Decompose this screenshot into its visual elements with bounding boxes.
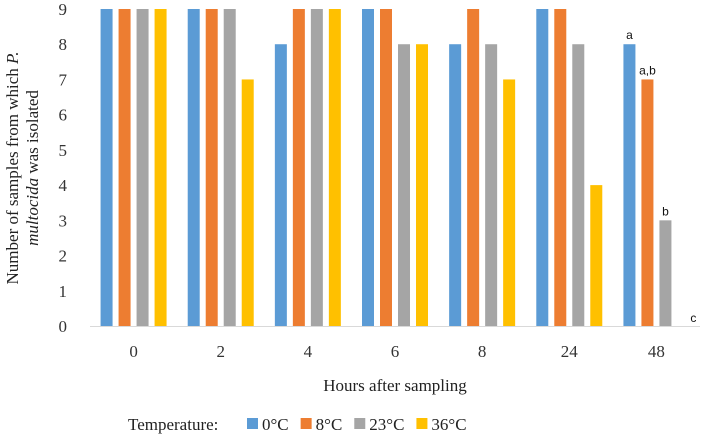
- legend-entry: 36°C: [431, 415, 466, 434]
- y-tick-label: 3: [59, 211, 68, 230]
- bar-8Cc-hour-0: [118, 9, 131, 326]
- bar-0Cc-hour-0: [100, 9, 113, 326]
- y-tick-label: 5: [59, 141, 68, 160]
- x-tick-label: 24: [561, 342, 579, 361]
- bar-23Cc-hour-48: [659, 220, 672, 326]
- y-tick-label: 7: [59, 70, 68, 89]
- x-tick-label: 4: [304, 342, 313, 361]
- bar-0Cc-hour-6: [362, 9, 374, 326]
- annotation-label: b: [662, 204, 669, 218]
- y-tick-label: 9: [59, 0, 68, 19]
- bars-layer: [100, 9, 672, 326]
- bar-36Cc-hour-4: [328, 9, 341, 326]
- y-axis-title-line: multocida was isolated: [23, 90, 42, 246]
- y-tick-label: 1: [59, 282, 68, 301]
- bar-36Cc-hour-8: [503, 79, 516, 326]
- x-tick-label: 8: [478, 342, 487, 361]
- bar-36Cc-hour-6: [416, 44, 428, 326]
- bar-23Cc-hour-4: [310, 9, 323, 326]
- annotation-label: a,b: [639, 63, 656, 77]
- legend-swatch: [247, 418, 258, 429]
- annotation-label: a: [626, 28, 633, 42]
- y-axis-title-part: multocida: [23, 178, 42, 246]
- bar-0Cc-hour-4: [274, 44, 287, 326]
- legend-entry: 0°C: [262, 415, 289, 434]
- bar-8Cc-hour-24: [554, 9, 567, 326]
- bar-36Cc-hour-0: [154, 9, 167, 326]
- annotations-layer: a a,b b c: [626, 28, 696, 325]
- legend-swatch: [354, 418, 366, 429]
- y-tick-label: 4: [59, 176, 68, 195]
- bar-8Cc-hour-8: [467, 9, 480, 326]
- bar-23Cc-hour-2: [223, 9, 236, 326]
- legend-entry: 23°C: [369, 415, 404, 434]
- legend-swatch: [300, 418, 312, 429]
- y-axis-title: Number of samples from which P.multocida…: [3, 52, 42, 285]
- legend: Temperature: 0°C 8°C 23°C 36°C: [128, 415, 467, 434]
- bar-36Cc-hour-24: [590, 185, 603, 326]
- bar-8Cc-hour-2: [205, 9, 218, 326]
- bar-8Cc-hour-4: [292, 9, 305, 326]
- bar-23Cc-hour-0: [136, 9, 149, 326]
- annotation-label: c: [690, 311, 696, 325]
- bar-8Cc-hour-6: [380, 9, 392, 326]
- bar-0Cc-hour-2: [187, 9, 200, 326]
- y-axis-title-part: was isolated: [23, 90, 42, 178]
- y-axis-title-line: Number of samples from which P.: [3, 52, 22, 285]
- x-tick-label: 6: [391, 342, 400, 361]
- bar-0Cc-hour-48: [623, 44, 636, 326]
- x-tick-label: 2: [216, 342, 225, 361]
- x-axis-title: Hours after sampling: [323, 376, 467, 395]
- bar-0Cc-hour-8: [449, 44, 462, 326]
- bar-23Cc-hour-6: [398, 44, 410, 326]
- legend-title: Temperature:: [128, 415, 218, 434]
- bar-8Cc-hour-48: [641, 79, 654, 326]
- y-tick-label: 8: [59, 35, 68, 54]
- y-tick-label: 0: [59, 317, 68, 336]
- y-tick-label: 6: [59, 106, 68, 125]
- bar-0Cc-hour-24: [536, 9, 549, 326]
- y-axis-title-part: P.: [3, 52, 22, 65]
- bar-36Cc-hour-2: [241, 79, 254, 326]
- x-tick-label: 48: [648, 342, 665, 361]
- y-axis-title-part: Number of samples from which: [3, 64, 22, 284]
- y-tick-label: 2: [59, 247, 68, 266]
- bar-23Cc-hour-8: [485, 44, 498, 326]
- legend-swatch: [416, 418, 428, 429]
- legend-entry: 8°C: [316, 415, 343, 434]
- bar-23Cc-hour-24: [572, 44, 585, 326]
- x-tick-label: 0: [129, 342, 138, 361]
